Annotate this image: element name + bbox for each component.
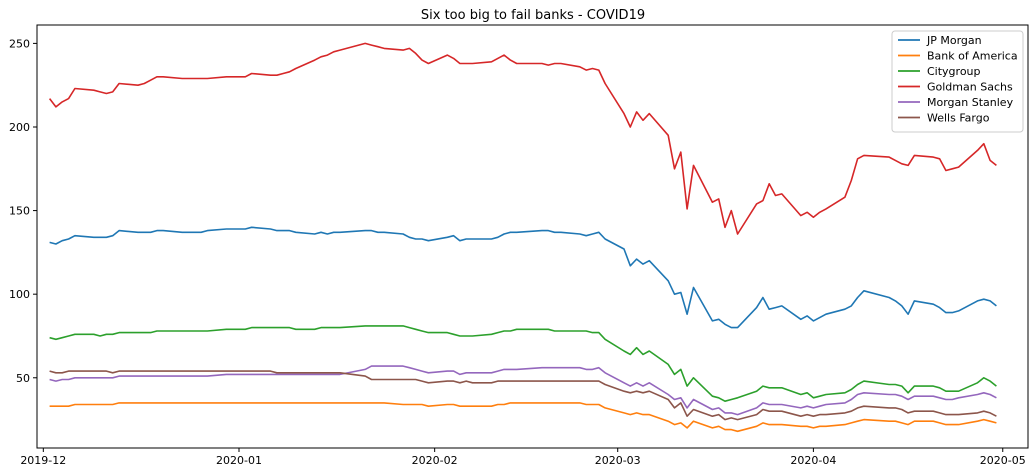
legend-label: Citygroup — [927, 65, 981, 78]
x-tick-label: 2020-01 — [216, 454, 262, 467]
x-axis: 2019-12 2020-01 2020-02 2020-03 2020-04 2020-… — [20, 448, 1026, 467]
x-tick-label: 2020-03 — [595, 454, 641, 467]
legend-box — [891, 30, 1024, 133]
chart-title: Six too big to fail banks - COVID19 — [421, 8, 645, 23]
series-lines — [48, 42, 997, 433]
legend-label: Goldman Sachs — [927, 81, 1013, 94]
y-axis: 50 100 150 200 250 — [9, 37, 37, 385]
series-line-bank-of-america — [49, 402, 997, 433]
x-tick-label: 2020-04 — [790, 454, 836, 467]
legend-label: Wells Fargo — [927, 112, 990, 125]
x-tick-label: 2020-02 — [412, 454, 458, 467]
series-line-wells-fargo — [49, 370, 997, 421]
series-line-citygroup — [49, 325, 997, 403]
legend: JP Morgan Bank of America Citygroup Goldman… — [891, 30, 1024, 133]
legend-label: Bank of America — [927, 50, 1018, 63]
series-line-goldman-sachs — [48, 42, 997, 235]
legend-label: JP Morgan — [926, 34, 982, 47]
y-tick-label: 50 — [16, 372, 30, 385]
x-tick-label: 2019-12 — [20, 454, 66, 467]
series-line-morgan-stanley — [49, 365, 997, 416]
plot-area — [48, 42, 997, 433]
y-tick-label: 200 — [9, 121, 30, 134]
x-tick-label: 2020-05 — [980, 454, 1026, 467]
y-tick-label: 100 — [9, 288, 30, 301]
plot-frame — [36, 24, 1029, 449]
legend-label: Morgan Stanley — [927, 96, 1014, 109]
y-tick-label: 150 — [9, 205, 30, 218]
y-tick-label: 250 — [9, 37, 30, 50]
series-line-jp-morgan — [49, 226, 997, 329]
